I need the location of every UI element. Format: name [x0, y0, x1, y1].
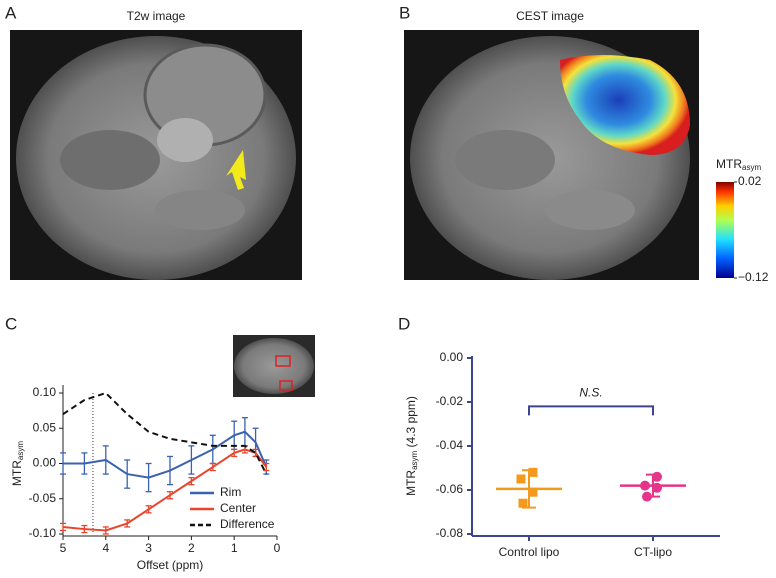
x-tick-label: 2 — [188, 541, 195, 555]
series-line — [62, 448, 268, 532]
point — [652, 471, 662, 482]
panel-label: A — [5, 3, 17, 22]
y-tick-label: 0.00 — [440, 350, 464, 364]
image-title: T2w image — [127, 9, 186, 23]
x-tick-label: 4 — [102, 541, 109, 555]
axis-title: MTRasym (4.3 ppm) — [404, 396, 419, 496]
point — [642, 491, 652, 502]
x-tick-label: 1 — [231, 541, 238, 555]
axis-title-sub: asym — [16, 441, 25, 460]
significance-bracket — [528, 405, 654, 416]
point — [516, 474, 526, 484]
colorbar-tick-label: −0.12 — [738, 270, 769, 284]
x-tick-label: 0 — [274, 541, 281, 555]
legend-label: Center — [220, 501, 256, 515]
y-tick-label: -0.06 — [436, 482, 464, 496]
colorbar-title-main: MTR — [716, 157, 742, 171]
inset-image — [233, 335, 315, 397]
panel-label: D — [398, 314, 410, 333]
axis-title-suffix: (4.3 ppm) — [404, 396, 418, 451]
axis-title: MTRasym — [10, 441, 25, 486]
y-tick-label: 0.05 — [33, 420, 57, 434]
arrow — [226, 150, 246, 190]
point — [518, 498, 528, 508]
y-tick-label: -0.04 — [436, 438, 464, 452]
error-bar — [60, 522, 66, 532]
y-tick-label: 0.00 — [33, 456, 57, 470]
series-line — [62, 391, 268, 475]
y-tick-label: 0.10 — [33, 385, 57, 399]
series-line — [63, 430, 268, 479]
x-tick-label: 5 — [60, 541, 67, 555]
y-tick-label: -0.10 — [29, 526, 57, 540]
y-tick-label: -0.08 — [436, 526, 464, 540]
colorbar-title: MTRasym — [716, 157, 761, 172]
point — [652, 482, 662, 493]
point — [528, 487, 538, 497]
t2w-image — [10, 30, 302, 280]
axis-title-main: MTR — [404, 470, 418, 496]
point — [640, 480, 650, 491]
colorbar-tick-label: 0.02 — [738, 174, 762, 188]
significance-label: N.S. — [579, 386, 602, 400]
cest-image — [404, 30, 699, 280]
point — [528, 467, 538, 477]
axis-title-sub: asym — [410, 450, 419, 469]
axis-title-main: MTR — [10, 460, 24, 486]
x-axis-title: Offset (ppm) — [137, 558, 203, 572]
x-tick-label: Control lipo — [499, 545, 560, 559]
x-tick-label: 3 — [145, 541, 152, 555]
x-tick-label: CT-lipo — [634, 545, 672, 559]
panel-label: B — [399, 3, 410, 22]
legend-label: Rim — [220, 485, 241, 499]
legend-label: Difference — [220, 517, 275, 531]
image-title: CEST image — [516, 9, 584, 23]
panel-label: C — [5, 314, 17, 333]
y-tick-label: -0.02 — [436, 394, 464, 408]
colorbar — [716, 182, 734, 278]
colorbar-title-sub: asym — [742, 163, 761, 172]
y-tick-label: -0.05 — [29, 491, 57, 505]
